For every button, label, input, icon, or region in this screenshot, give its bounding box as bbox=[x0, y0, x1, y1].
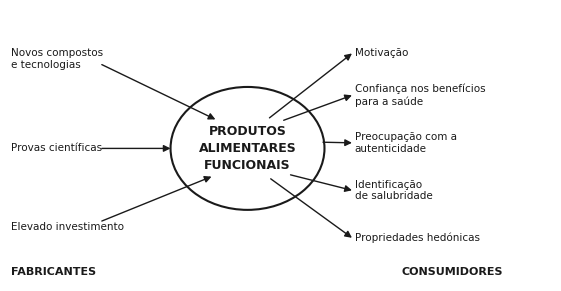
Text: PRODUTOS
ALIMENTARES
FUNCIONAIS: PRODUTOS ALIMENTARES FUNCIONAIS bbox=[199, 125, 296, 172]
Text: Motivação: Motivação bbox=[355, 48, 408, 58]
Text: Identificação
de salubridade: Identificação de salubridade bbox=[355, 180, 433, 201]
Text: Novos compostos
e tecnologias: Novos compostos e tecnologias bbox=[11, 48, 103, 70]
Text: FABRICANTES: FABRICANTES bbox=[11, 267, 96, 277]
Text: Elevado investimento: Elevado investimento bbox=[11, 222, 124, 232]
Text: Preocupação com a
autenticidade: Preocupação com a autenticidade bbox=[355, 132, 457, 154]
Text: Confiança nos benefícios
para a saúde: Confiança nos benefícios para a saúde bbox=[355, 84, 485, 107]
Text: Provas científicas: Provas científicas bbox=[11, 143, 102, 153]
Text: Propriedades hedónicas: Propriedades hedónicas bbox=[355, 233, 480, 243]
Text: CONSUMIDORES: CONSUMIDORES bbox=[402, 267, 503, 277]
